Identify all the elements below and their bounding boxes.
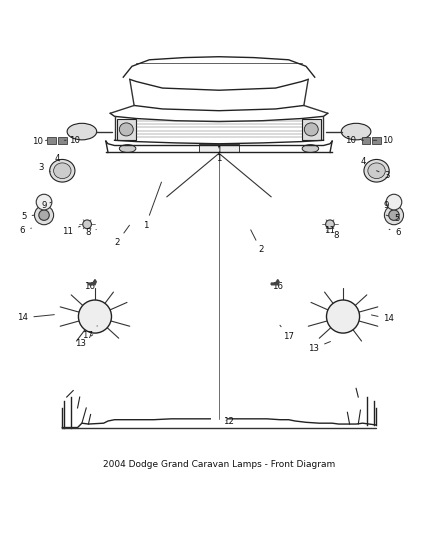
Bar bbox=[58, 137, 67, 144]
Polygon shape bbox=[117, 118, 136, 140]
Text: 4: 4 bbox=[360, 157, 366, 166]
Bar bbox=[199, 144, 239, 152]
Text: 6: 6 bbox=[389, 229, 401, 238]
Ellipse shape bbox=[119, 123, 133, 136]
Circle shape bbox=[386, 194, 402, 210]
Polygon shape bbox=[302, 118, 321, 140]
Text: 11: 11 bbox=[62, 226, 80, 236]
Text: 1: 1 bbox=[216, 147, 222, 155]
Text: 3: 3 bbox=[377, 171, 390, 180]
Ellipse shape bbox=[67, 123, 97, 140]
Text: 10: 10 bbox=[345, 136, 364, 145]
Text: 9: 9 bbox=[42, 201, 51, 210]
Text: 13: 13 bbox=[75, 335, 93, 349]
Text: 16: 16 bbox=[84, 281, 95, 290]
Text: 8: 8 bbox=[85, 228, 96, 237]
Text: 10: 10 bbox=[64, 136, 80, 145]
Ellipse shape bbox=[119, 144, 136, 152]
Text: 4: 4 bbox=[55, 154, 60, 163]
Text: 6: 6 bbox=[20, 227, 32, 235]
Text: 11: 11 bbox=[324, 227, 336, 235]
Text: 2: 2 bbox=[114, 225, 130, 247]
Polygon shape bbox=[88, 279, 96, 285]
Text: 16: 16 bbox=[272, 281, 283, 290]
Text: 1: 1 bbox=[216, 154, 222, 163]
Bar bbox=[362, 137, 371, 144]
Text: 12: 12 bbox=[223, 416, 234, 425]
Text: 2004 Dodge Grand Caravan Lamps - Front Diagram: 2004 Dodge Grand Caravan Lamps - Front D… bbox=[103, 460, 335, 469]
Circle shape bbox=[39, 210, 49, 220]
Text: 8: 8 bbox=[327, 231, 339, 240]
Circle shape bbox=[78, 300, 112, 333]
Polygon shape bbox=[271, 279, 279, 285]
Ellipse shape bbox=[302, 144, 319, 152]
Circle shape bbox=[36, 194, 52, 210]
Ellipse shape bbox=[364, 159, 389, 182]
Text: 17: 17 bbox=[82, 326, 97, 340]
Circle shape bbox=[83, 220, 92, 229]
Circle shape bbox=[326, 300, 360, 333]
Text: 9: 9 bbox=[384, 201, 389, 210]
Text: 13: 13 bbox=[308, 342, 330, 353]
Text: 10: 10 bbox=[373, 136, 393, 145]
Ellipse shape bbox=[341, 123, 371, 140]
Circle shape bbox=[325, 220, 334, 229]
Text: 3: 3 bbox=[39, 163, 50, 172]
Text: 14: 14 bbox=[371, 314, 395, 323]
Ellipse shape bbox=[53, 163, 71, 179]
Bar bbox=[47, 137, 56, 144]
Ellipse shape bbox=[304, 123, 318, 136]
Text: 14: 14 bbox=[18, 313, 54, 322]
Text: 10: 10 bbox=[32, 136, 47, 146]
Text: 5: 5 bbox=[386, 214, 399, 223]
Ellipse shape bbox=[49, 159, 75, 182]
Circle shape bbox=[385, 206, 403, 225]
Bar bbox=[372, 137, 381, 144]
Text: 17: 17 bbox=[280, 325, 294, 341]
Circle shape bbox=[35, 206, 53, 225]
Circle shape bbox=[389, 210, 399, 220]
Ellipse shape bbox=[368, 163, 385, 179]
Text: 5: 5 bbox=[21, 212, 35, 221]
Text: 1: 1 bbox=[143, 182, 162, 230]
Text: 2: 2 bbox=[251, 230, 264, 254]
